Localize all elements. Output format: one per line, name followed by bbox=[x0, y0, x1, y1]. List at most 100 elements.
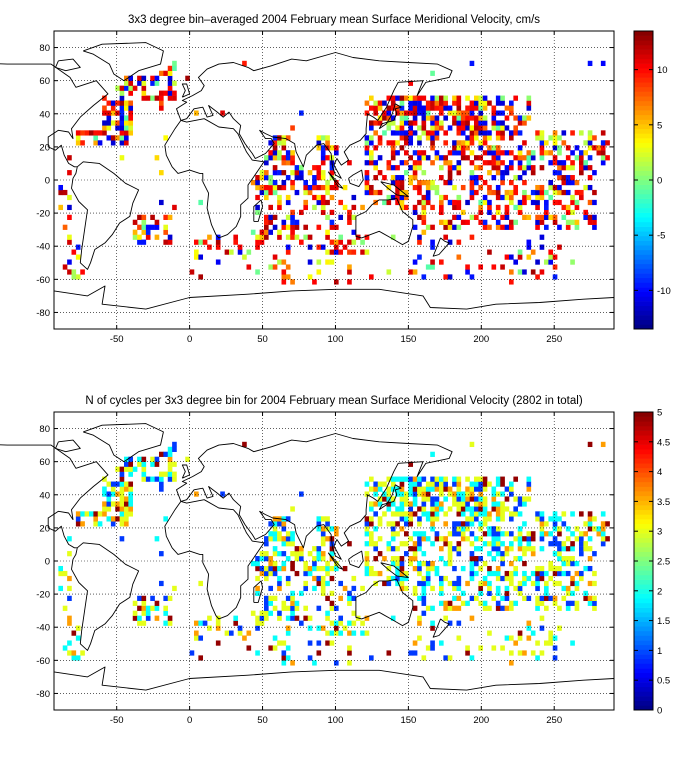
data-bin bbox=[491, 145, 497, 151]
data-bin bbox=[460, 501, 466, 507]
data-bin bbox=[264, 551, 269, 557]
data-bin bbox=[539, 140, 545, 146]
data-bin bbox=[320, 194, 326, 201]
colorbar-swatch bbox=[634, 254, 653, 260]
data-bin bbox=[522, 521, 527, 527]
data-bin bbox=[320, 580, 326, 587]
data-bin bbox=[316, 575, 322, 582]
data-bin bbox=[509, 180, 514, 186]
data-bin bbox=[552, 214, 558, 220]
data-bin bbox=[369, 565, 374, 572]
data-bin bbox=[469, 184, 475, 191]
data-bin bbox=[128, 130, 134, 136]
data-bin bbox=[299, 110, 304, 116]
coastline-segment bbox=[378, 103, 402, 130]
data-bin bbox=[272, 531, 278, 537]
colorbar-swatch bbox=[634, 207, 653, 213]
data-bin bbox=[460, 536, 466, 542]
colorbar-swatch bbox=[634, 649, 653, 655]
data-bin bbox=[167, 85, 173, 91]
data-bin bbox=[390, 561, 396, 567]
data-bin bbox=[202, 620, 208, 626]
data-bin bbox=[277, 184, 282, 191]
data-bin bbox=[552, 600, 558, 606]
data-bin bbox=[465, 219, 470, 225]
data-bin bbox=[386, 110, 392, 116]
data-bin bbox=[504, 635, 510, 641]
x-tick-label: 200 bbox=[473, 334, 489, 345]
data-bin bbox=[509, 224, 514, 230]
data-bin bbox=[281, 655, 287, 661]
data-bin bbox=[172, 90, 177, 96]
data-bin bbox=[364, 615, 370, 621]
data-bin bbox=[530, 249, 536, 255]
data-bin bbox=[579, 570, 584, 577]
data-bin bbox=[579, 130, 584, 136]
data-bin bbox=[557, 199, 562, 206]
data-bin bbox=[408, 269, 414, 275]
data-bin bbox=[285, 541, 291, 547]
coastline-segment bbox=[53, 666, 615, 691]
data-bin bbox=[395, 511, 400, 517]
data-bin bbox=[544, 199, 549, 206]
data-bin bbox=[478, 184, 484, 191]
data-bin bbox=[447, 620, 453, 626]
data-bin bbox=[325, 259, 330, 265]
data-bin bbox=[399, 570, 405, 577]
data-bin bbox=[517, 501, 523, 507]
data-bin bbox=[513, 640, 519, 646]
data-bin bbox=[447, 199, 453, 206]
colorbar-swatch bbox=[634, 523, 653, 529]
data-bin bbox=[334, 561, 339, 567]
data-bin bbox=[460, 155, 466, 161]
data-bin bbox=[102, 476, 107, 482]
data-bin bbox=[272, 526, 278, 532]
data-bin bbox=[128, 80, 134, 86]
data-bin bbox=[583, 531, 589, 537]
data-bin bbox=[500, 120, 505, 126]
data-bin bbox=[137, 234, 142, 240]
data-bin bbox=[264, 234, 269, 240]
data-bin bbox=[587, 536, 593, 542]
data-bin bbox=[281, 600, 287, 606]
data-bin bbox=[530, 269, 536, 275]
data-bin bbox=[307, 244, 313, 250]
data-bin bbox=[285, 556, 291, 562]
data-bin bbox=[439, 546, 444, 552]
data-bin bbox=[364, 160, 370, 166]
data-bin bbox=[452, 184, 457, 191]
data-bin bbox=[150, 214, 155, 220]
data-bin bbox=[110, 486, 116, 492]
data-bin bbox=[141, 471, 147, 477]
data-bin bbox=[408, 100, 414, 106]
data-bin bbox=[460, 565, 466, 572]
data-bin bbox=[390, 615, 396, 621]
colorbar-swatch bbox=[634, 138, 653, 144]
data-bin bbox=[478, 204, 484, 211]
data-bin bbox=[456, 541, 462, 547]
data-bin bbox=[456, 580, 462, 587]
data-bin bbox=[456, 585, 462, 592]
data-bin bbox=[434, 135, 440, 141]
data-bin bbox=[264, 189, 269, 196]
data-bin bbox=[495, 590, 501, 597]
data-bin bbox=[386, 95, 392, 101]
data-bin bbox=[207, 615, 212, 621]
coastline-segment bbox=[432, 618, 450, 638]
data-bin bbox=[434, 95, 440, 101]
data-bin bbox=[509, 110, 514, 116]
data-bin bbox=[495, 125, 501, 131]
data-bin bbox=[430, 100, 435, 106]
data-bin bbox=[277, 155, 282, 161]
data-bin bbox=[106, 516, 112, 522]
data-bin bbox=[316, 580, 322, 587]
data-bin bbox=[478, 645, 484, 651]
data-bin bbox=[80, 521, 85, 527]
data-bin bbox=[465, 516, 470, 522]
data-bin bbox=[443, 140, 449, 146]
data-bin bbox=[452, 580, 457, 587]
data-bin bbox=[570, 180, 575, 186]
data-bin bbox=[329, 184, 335, 191]
data-bin bbox=[290, 279, 295, 285]
data-bin bbox=[478, 565, 484, 572]
